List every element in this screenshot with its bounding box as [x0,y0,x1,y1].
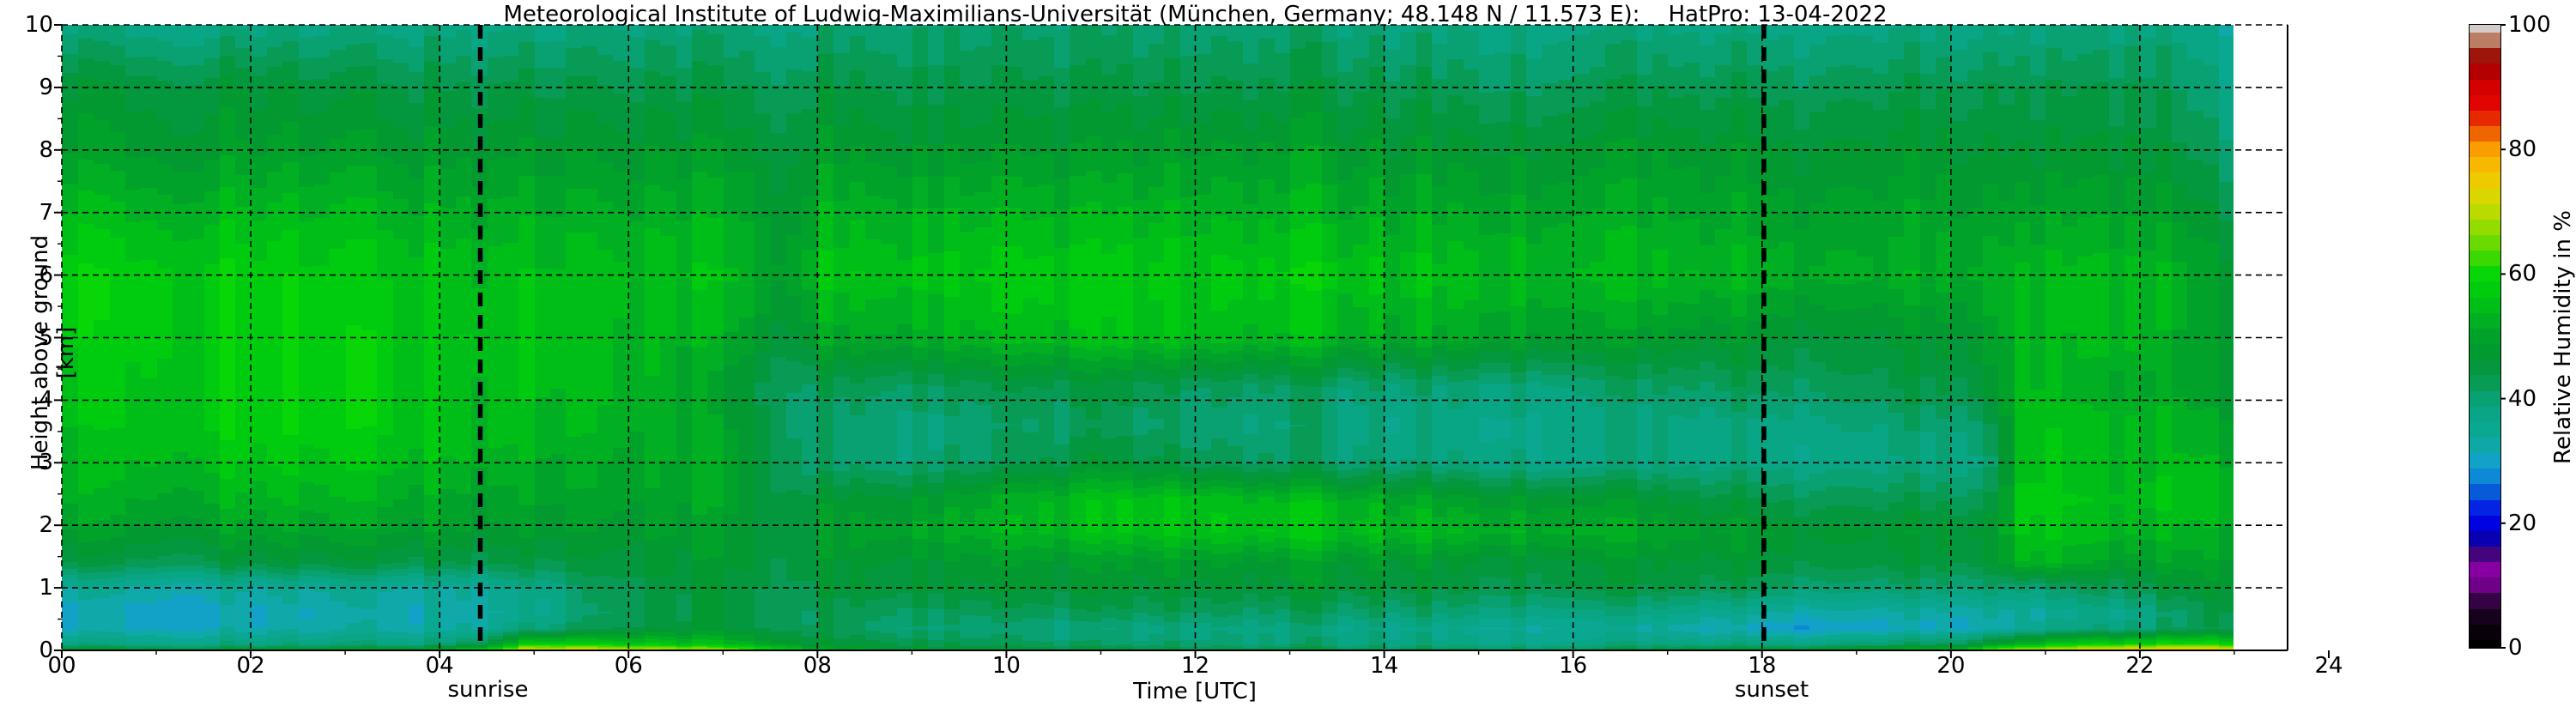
x-tick-label: 18 [1748,653,1777,679]
colorbar-tick-label: 80 [2508,136,2537,163]
x-axis-label: Time [UTC] [1133,679,1257,704]
x-tick-label: 02 [236,653,265,679]
colorbar-tick-label: 20 [2508,510,2537,536]
x-tick-label: 14 [1370,653,1399,679]
sunset-annotation: sunset [1734,677,1809,703]
colorbar-canvas [2469,24,2501,649]
y-tick-label: 1 [39,575,53,601]
y-tick-label: 6 [39,262,53,288]
y-tick-label: 10 [24,12,53,38]
colorbar-tick-label: 60 [2508,261,2537,287]
x-tick-label: 08 [803,653,832,679]
y-tick-label: 8 [39,136,53,163]
x-tick-label: 00 [47,653,76,679]
y-tick-label: 4 [39,387,53,414]
x-tick-label: 10 [991,653,1021,679]
y-tick-label: 2 [39,512,53,539]
x-tick-label: 16 [1559,653,1588,679]
y-axis-label: Height above ground [km] [27,234,79,471]
y-tick-label: 5 [39,324,53,351]
x-tick-label: 06 [614,653,643,679]
x-tick-label: 12 [1180,653,1210,679]
colorbar-tick-label: 40 [2508,385,2537,412]
sunrise-annotation: sunrise [447,677,529,703]
figure-title: Meteorological Institute of Ludwig-Maxim… [503,2,1888,27]
colorbar-tick-label: 0 [2508,635,2523,661]
colorbar-label: Relative Humidity in % [2550,210,2576,464]
y-tick-label: 9 [39,74,53,100]
y-tick-label: 7 [39,199,53,226]
y-tick-label: 0 [39,638,53,663]
x-tick-label: 20 [1937,653,1966,679]
y-tick-label: 3 [39,450,53,476]
x-tick-label: 04 [425,653,454,679]
x-tick-label: 22 [2125,653,2155,679]
x-tick-label: 24 [2314,653,2343,679]
colorbar-tick-label: 100 [2508,12,2551,38]
